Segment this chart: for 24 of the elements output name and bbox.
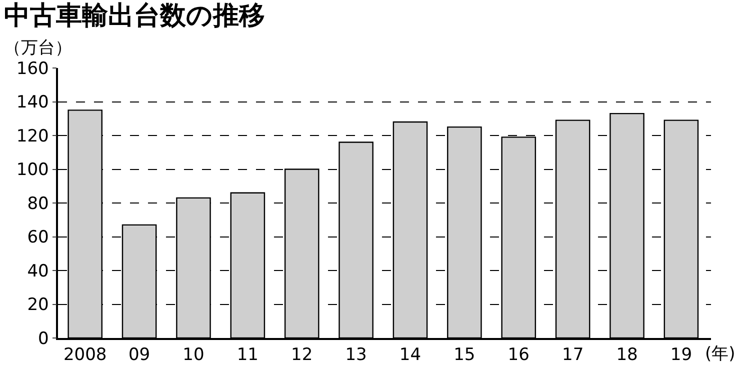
y-tick-label: 60 [27, 228, 49, 248]
x-axis-title: (年) [705, 344, 736, 364]
x-tick-label: 09 [128, 345, 150, 366]
y-tick-label: 80 [27, 194, 49, 214]
x-tick-label: 14 [399, 345, 422, 366]
x-tick-label: 15 [454, 345, 476, 366]
x-tick-label: 16 [508, 345, 530, 366]
chart-title: 中古車輸出台数の推移 [4, 0, 265, 31]
x-tick-label: 10 [182, 345, 204, 366]
x-tick-label: 19 [670, 345, 692, 366]
y-tick-label: 140 [16, 92, 49, 113]
x-tick-label: 13 [345, 345, 367, 366]
y-tick-label: 120 [16, 126, 49, 146]
y-tick-label: 20 [27, 295, 49, 316]
y-tick-label: 160 [16, 58, 49, 79]
x-tick-label: 11 [236, 345, 258, 366]
y-tick-label: 100 [16, 160, 49, 180]
x-tick-label: 17 [562, 345, 584, 366]
x-tick-label: 18 [616, 345, 638, 366]
x-tick-label: 12 [291, 345, 313, 366]
y-tick-label: 40 [27, 261, 49, 282]
y-axis-title: （万台） [4, 38, 72, 58]
x-tick-label: 2008 [63, 345, 107, 366]
y-tick-label: 0 [38, 328, 49, 349]
